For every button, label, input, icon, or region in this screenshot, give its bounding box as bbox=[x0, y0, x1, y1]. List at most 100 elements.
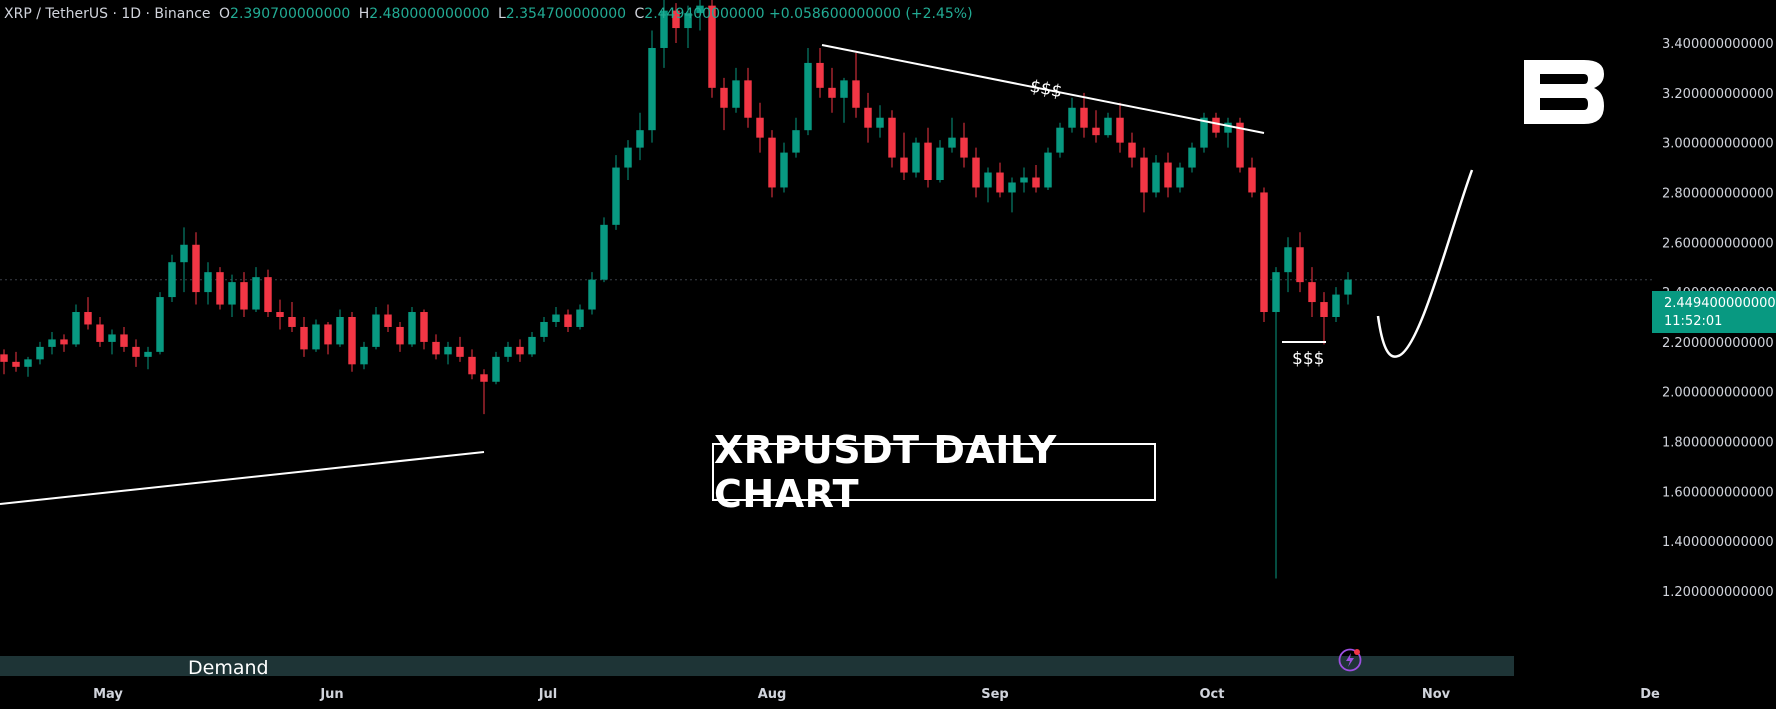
candle-body[interactable] bbox=[1056, 127, 1064, 153]
candle-body[interactable] bbox=[204, 272, 212, 293]
candle-body[interactable] bbox=[1284, 247, 1292, 273]
candle-body[interactable] bbox=[48, 339, 56, 347]
candle-body[interactable] bbox=[876, 117, 884, 128]
candle-body[interactable] bbox=[1272, 272, 1280, 313]
candle-body[interactable] bbox=[996, 172, 1004, 193]
candle-body[interactable] bbox=[696, 5, 704, 14]
candle-body[interactable] bbox=[324, 324, 332, 345]
candle-body[interactable] bbox=[672, 10, 680, 29]
candle-body[interactable] bbox=[1152, 162, 1160, 193]
candle-body[interactable] bbox=[408, 312, 416, 345]
candle-body[interactable] bbox=[588, 279, 596, 310]
candle-body[interactable] bbox=[564, 314, 572, 327]
candle-body[interactable] bbox=[480, 374, 488, 382]
candle-body[interactable] bbox=[180, 244, 188, 263]
candle-body[interactable] bbox=[1224, 122, 1232, 133]
candle-body[interactable] bbox=[1344, 279, 1352, 295]
candle-body[interactable] bbox=[1164, 162, 1172, 188]
candle-body[interactable] bbox=[600, 224, 608, 280]
candle-body[interactable] bbox=[252, 277, 260, 310]
candle-body[interactable] bbox=[624, 147, 632, 168]
candle-body[interactable] bbox=[372, 314, 380, 347]
candle-body[interactable] bbox=[96, 324, 104, 342]
candle-body[interactable] bbox=[120, 334, 128, 347]
candle-body[interactable] bbox=[396, 326, 404, 345]
candle-body[interactable] bbox=[144, 351, 152, 357]
candle-body[interactable] bbox=[228, 282, 236, 305]
candle-body[interactable] bbox=[552, 314, 560, 322]
candle-body[interactable] bbox=[1236, 122, 1244, 168]
candle-body[interactable] bbox=[1032, 177, 1040, 188]
candle-body[interactable] bbox=[36, 346, 44, 360]
candle-body[interactable] bbox=[444, 346, 452, 355]
candle-body[interactable] bbox=[1248, 167, 1256, 193]
candle-body[interactable] bbox=[612, 167, 620, 225]
candle-body[interactable] bbox=[732, 80, 740, 108]
candle-body[interactable] bbox=[168, 262, 176, 298]
candle-body[interactable] bbox=[1068, 107, 1076, 128]
candle-body[interactable] bbox=[852, 80, 860, 108]
candle-body[interactable] bbox=[888, 117, 896, 158]
candle-body[interactable] bbox=[60, 339, 68, 345]
candle-body[interactable] bbox=[1296, 247, 1304, 283]
candle-body[interactable] bbox=[240, 282, 248, 310]
candle-body[interactable] bbox=[1212, 117, 1220, 133]
candle-body[interactable] bbox=[1008, 182, 1016, 193]
candle-body[interactable] bbox=[1020, 177, 1028, 183]
candle-body[interactable] bbox=[864, 107, 872, 128]
candle-body[interactable] bbox=[216, 272, 224, 305]
candle-body[interactable] bbox=[528, 336, 536, 355]
candle-body[interactable] bbox=[1260, 192, 1268, 313]
candle-body[interactable] bbox=[1092, 127, 1100, 136]
candle-body[interactable] bbox=[576, 309, 584, 327]
candle-body[interactable] bbox=[192, 244, 200, 293]
candle-body[interactable] bbox=[540, 321, 548, 337]
candle-body[interactable] bbox=[360, 346, 368, 365]
candle-body[interactable] bbox=[0, 354, 8, 362]
candle-body[interactable] bbox=[1104, 117, 1112, 136]
candle-body[interactable] bbox=[336, 317, 344, 345]
candle-body[interactable] bbox=[1320, 302, 1328, 317]
candle-body[interactable] bbox=[744, 80, 752, 118]
candle-body[interactable] bbox=[108, 334, 116, 342]
candle-body[interactable] bbox=[1332, 294, 1340, 317]
candle-body[interactable] bbox=[756, 117, 764, 138]
candle-body[interactable] bbox=[300, 326, 308, 350]
candle-body[interactable] bbox=[1080, 107, 1088, 128]
candle-body[interactable] bbox=[912, 142, 920, 173]
candle-body[interactable] bbox=[492, 356, 500, 382]
candle-body[interactable] bbox=[768, 137, 776, 188]
candle-body[interactable] bbox=[936, 147, 944, 180]
candle-body[interactable] bbox=[504, 346, 512, 357]
candle-body[interactable] bbox=[516, 346, 524, 355]
candle-body[interactable] bbox=[636, 130, 644, 148]
candle-body[interactable] bbox=[12, 361, 20, 367]
candle-body[interactable] bbox=[660, 10, 668, 48]
candle-body[interactable] bbox=[1140, 157, 1148, 193]
candle-body[interactable] bbox=[828, 87, 836, 98]
candle-body[interactable] bbox=[384, 314, 392, 327]
candle-body[interactable] bbox=[1044, 152, 1052, 188]
candle-body[interactable] bbox=[348, 317, 356, 365]
candle-body[interactable] bbox=[972, 157, 980, 188]
candle-body[interactable] bbox=[804, 62, 812, 131]
candle-body[interactable] bbox=[816, 62, 824, 88]
candle-body[interactable] bbox=[840, 80, 848, 98]
candle-body[interactable] bbox=[264, 277, 272, 313]
candle-body[interactable] bbox=[1308, 282, 1316, 303]
candle-body[interactable] bbox=[132, 346, 140, 357]
candle-body[interactable] bbox=[708, 5, 716, 88]
symbol-label[interactable]: XRP / TetherUS · 1D · Binance bbox=[4, 6, 211, 22]
candle-body[interactable] bbox=[792, 130, 800, 153]
time-axis[interactable]: May Jun Jul Aug Sep Oct Nov De bbox=[93, 687, 1660, 702]
candle-body[interactable] bbox=[84, 312, 92, 325]
candle-body[interactable] bbox=[684, 13, 692, 29]
lightning-bolt-icon[interactable] bbox=[1338, 648, 1362, 672]
candle-body[interactable] bbox=[900, 157, 908, 173]
candle-body[interactable] bbox=[1188, 147, 1196, 168]
candle-body[interactable] bbox=[780, 152, 788, 188]
candle-body[interactable] bbox=[1200, 117, 1208, 148]
price-axis[interactable]: 3.400000000000 3.200000000000 3.0000000000… bbox=[1662, 37, 1774, 600]
candle-body[interactable] bbox=[924, 142, 932, 180]
